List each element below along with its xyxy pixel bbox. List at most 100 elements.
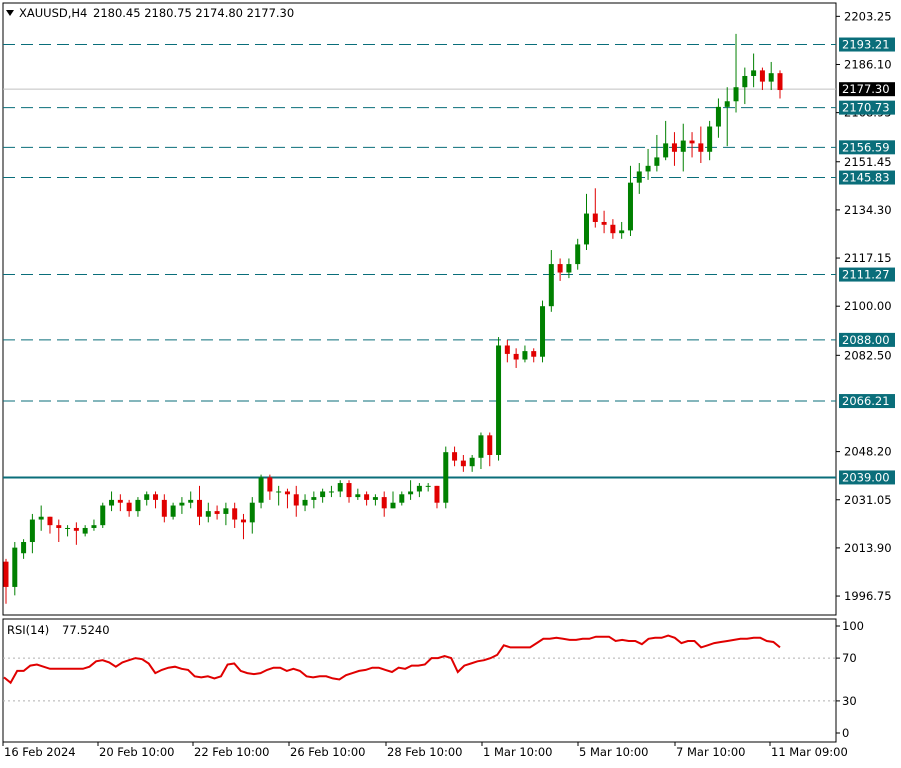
rsi-value: 77.5240	[62, 623, 110, 637]
candle	[619, 221, 625, 239]
level-price-label: 2111.27	[842, 268, 890, 282]
time-axis-label: 7 Mar 10:00	[676, 745, 745, 759]
candle	[522, 345, 528, 363]
candle	[399, 491, 405, 506]
candle	[452, 446, 458, 467]
candle	[777, 70, 783, 99]
candle	[232, 502, 238, 528]
candle	[496, 337, 502, 461]
candle	[214, 505, 220, 520]
candle	[355, 488, 361, 500]
candle	[188, 491, 194, 509]
price-axis-label: 2151.45	[844, 155, 892, 169]
time-axis-label: 22 Feb 10:00	[194, 745, 269, 759]
candle	[408, 480, 414, 500]
candle	[311, 491, 317, 509]
candle	[443, 446, 449, 509]
level-price-tag	[839, 394, 895, 409]
candle	[337, 480, 343, 498]
candle	[768, 61, 774, 91]
rsi-axis-label: 0	[842, 726, 849, 740]
candle	[161, 494, 167, 523]
candle	[513, 348, 519, 368]
price-axis-label: 2203.25	[844, 9, 892, 23]
candle	[21, 539, 27, 559]
candle	[100, 502, 106, 528]
time-axis-label: 16 Feb 2024	[4, 745, 76, 759]
candle	[328, 485, 334, 498]
rsi-axis-label: 30	[842, 694, 857, 708]
candle	[663, 120, 669, 161]
candle	[487, 432, 493, 467]
level-price-label: 2039.00	[842, 470, 890, 484]
candle	[346, 480, 352, 503]
candle	[205, 502, 211, 523]
candle	[504, 339, 510, 363]
candle	[364, 491, 370, 506]
time-axis-label: 28 Feb 10:00	[387, 745, 462, 759]
candle	[47, 516, 53, 534]
level-price-tag	[839, 37, 895, 52]
candle	[715, 98, 721, 138]
level-price-tag	[839, 170, 895, 185]
candle	[751, 53, 757, 88]
symbol-label: XAUUSD,H4	[19, 6, 87, 20]
rsi-title: RSI(14)	[7, 623, 49, 637]
rsi-line	[3, 634, 781, 685]
price-axis-label: 1996.75	[844, 589, 892, 603]
candle	[126, 499, 132, 517]
candle	[592, 188, 598, 228]
candle	[117, 494, 123, 512]
rsi-axis-label: 100	[842, 619, 864, 633]
candle	[416, 483, 422, 498]
candle	[38, 505, 44, 531]
candle	[29, 513, 35, 554]
candle	[724, 87, 730, 147]
rsi-axis-label: 70	[842, 651, 857, 665]
candle	[320, 488, 326, 503]
price-axis-label: 2082.50	[844, 348, 892, 362]
candle	[153, 491, 159, 509]
level-price-label: 2156.59	[842, 140, 890, 154]
rsi-panel-frame	[2, 618, 837, 743]
price-axis-label: 2048.20	[844, 445, 892, 459]
candle	[12, 542, 18, 596]
triangle-down-icon[interactable]	[6, 10, 14, 16]
candle	[390, 491, 396, 509]
candle	[645, 148, 651, 180]
candle	[610, 219, 616, 239]
level-price-tag	[839, 267, 895, 282]
candle	[575, 238, 581, 270]
price-axis-label: 2100.00	[844, 299, 892, 313]
candle	[601, 210, 607, 234]
candle	[240, 513, 246, 540]
candle	[689, 132, 695, 158]
candle	[540, 300, 546, 363]
candle	[460, 454, 466, 472]
candle	[671, 132, 677, 166]
candle	[82, 525, 88, 537]
candle	[372, 494, 378, 506]
time-axis-label: 11 Mar 09:00	[771, 745, 848, 759]
candle	[197, 485, 202, 526]
candle	[381, 491, 387, 517]
candle	[698, 126, 704, 164]
price-axis-label: 2117.15	[844, 251, 892, 265]
level-price-label: 2088.00	[842, 333, 890, 347]
candle	[223, 502, 229, 526]
candle	[636, 163, 642, 194]
level-price-tag	[839, 470, 895, 485]
candle	[73, 522, 79, 545]
level-price-label: 2193.21	[842, 38, 890, 52]
price-axis-label: 2013.90	[844, 541, 892, 555]
candle	[258, 474, 264, 509]
time-axis-label: 1 Mar 10:00	[483, 745, 552, 759]
time-axis-label: 5 Mar 10:00	[579, 745, 648, 759]
level-price-label: 2066.21	[842, 394, 890, 408]
current-price-label: 2177.30	[842, 82, 890, 96]
candle	[3, 558, 9, 604]
time-axis-label: 26 Feb 10:00	[290, 745, 365, 759]
candle	[135, 497, 141, 517]
candle	[478, 432, 484, 470]
